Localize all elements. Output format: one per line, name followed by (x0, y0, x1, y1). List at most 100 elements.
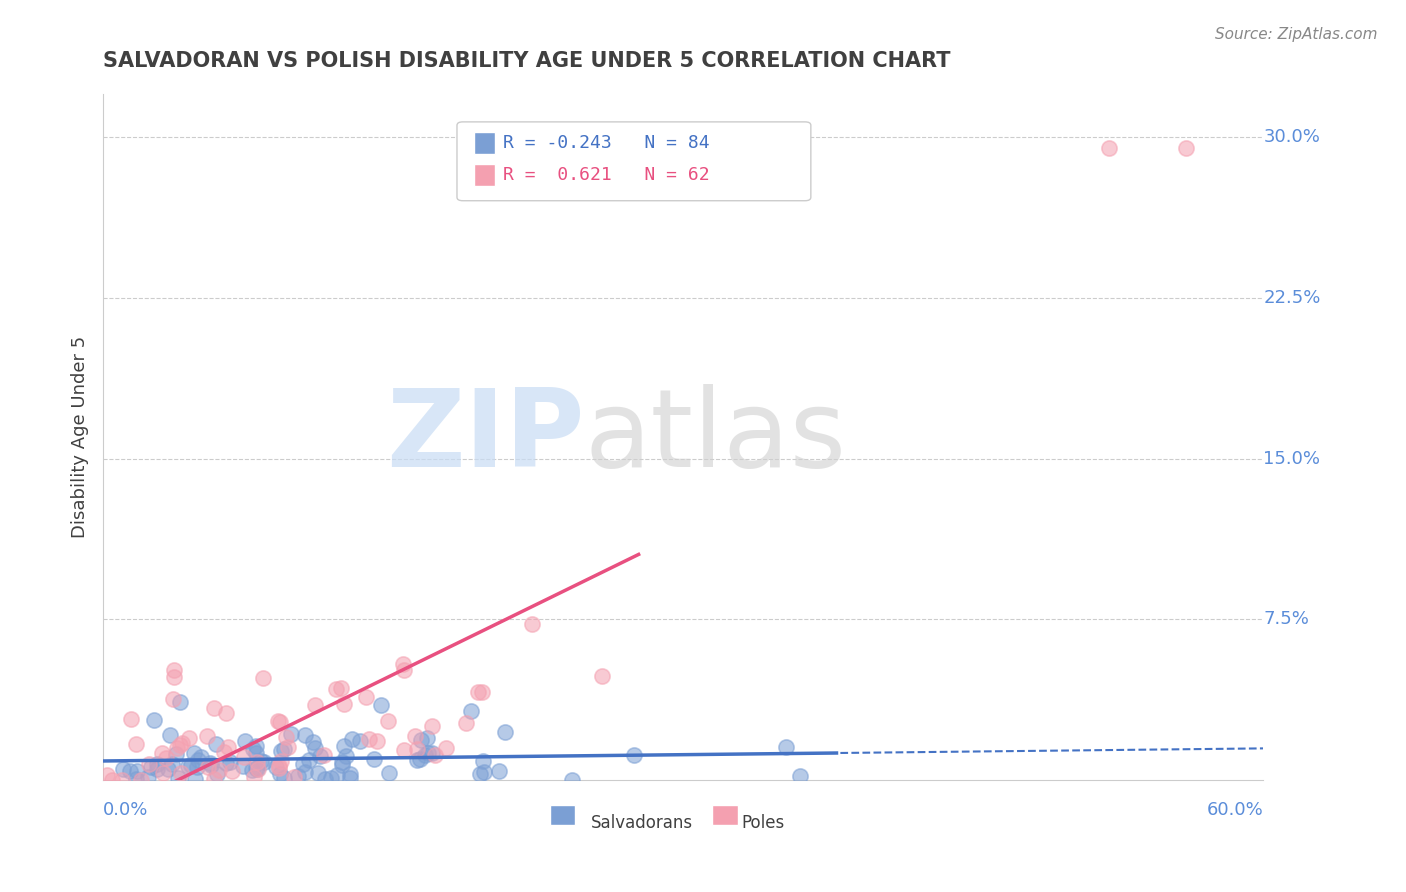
Point (270, 754, 292, 768)
Point (339, 771, 361, 785)
Point (359, 731, 381, 746)
Point (200, 757, 222, 772)
Point (202, 772, 225, 786)
Point (474, 765, 496, 780)
Point (163, 663, 186, 677)
Point (340, 731, 363, 746)
Point (294, 765, 316, 780)
Point (420, 746, 443, 760)
Text: Source: ZipAtlas.com: Source: ZipAtlas.com (1215, 27, 1378, 42)
Text: 15.0%: 15.0% (1264, 450, 1320, 467)
Point (101, 773, 124, 788)
Point (406, 753, 429, 767)
Point (221, 764, 243, 778)
Point (120, 712, 142, 726)
Point (167, 771, 190, 785)
Point (136, 770, 159, 784)
Point (405, 741, 427, 756)
Point (378, 765, 401, 780)
Point (309, 748, 332, 763)
Text: 30.0%: 30.0% (1264, 128, 1320, 146)
Point (467, 685, 489, 699)
Point (339, 766, 361, 780)
Point (287, 769, 309, 783)
Point (111, 762, 134, 776)
Point (180, 758, 202, 772)
Point (270, 744, 292, 758)
Point (454, 715, 477, 730)
Point (349, 733, 371, 747)
Y-axis label: Disability Age Under 5: Disability Age Under 5 (72, 336, 89, 539)
Point (312, 747, 335, 762)
Point (332, 756, 354, 770)
Point (775, 739, 797, 754)
Point (246, 762, 269, 776)
Point (280, 726, 302, 740)
Point (269, 766, 291, 780)
Point (118, 764, 141, 779)
Point (250, 754, 273, 768)
Point (170, 766, 193, 780)
Point (252, 671, 274, 685)
Point (294, 728, 316, 742)
Point (470, 685, 492, 699)
Point (472, 755, 495, 769)
Point (245, 761, 267, 775)
Point (162, 757, 184, 772)
Point (155, 751, 177, 765)
Text: 22.5%: 22.5% (1264, 289, 1320, 307)
Point (274, 730, 297, 744)
Point (789, 769, 811, 783)
Point (159, 728, 181, 742)
Point (394, 743, 416, 757)
Point (166, 740, 188, 755)
Point (269, 715, 291, 730)
Point (156, 763, 179, 777)
Point (183, 746, 205, 760)
Point (377, 714, 399, 728)
Point (404, 730, 426, 744)
Bar (474, 132, 495, 154)
Point (215, 706, 238, 720)
Point (561, 773, 583, 788)
Point (623, 748, 645, 763)
Point (177, 759, 200, 773)
Point (232, 758, 254, 772)
Text: 60.0%: 60.0% (1206, 801, 1264, 819)
Point (1175, 141, 1198, 155)
Point (129, 773, 152, 788)
Text: Salvadorans: Salvadorans (591, 814, 693, 832)
Point (233, 750, 256, 764)
Point (197, 760, 219, 774)
Text: R = -0.243   N = 84: R = -0.243 N = 84 (503, 134, 710, 153)
Point (184, 772, 207, 786)
Point (205, 766, 228, 780)
Point (366, 734, 388, 748)
Point (162, 692, 184, 706)
Point (460, 704, 482, 718)
Point (494, 725, 516, 739)
Point (170, 736, 193, 750)
Text: atlas: atlas (585, 384, 846, 491)
Point (163, 670, 186, 684)
Point (190, 750, 212, 764)
Point (125, 737, 148, 751)
Point (411, 732, 433, 747)
Point (142, 714, 165, 728)
Point (169, 695, 191, 709)
Point (330, 758, 353, 772)
Point (307, 765, 329, 780)
Point (233, 733, 256, 747)
Point (243, 770, 266, 784)
Point (165, 747, 187, 761)
Point (267, 714, 290, 729)
Point (177, 731, 200, 745)
Point (468, 766, 491, 780)
Point (363, 752, 385, 766)
Point (125, 772, 148, 786)
Point (418, 747, 440, 761)
Text: 0.0%: 0.0% (103, 801, 149, 819)
Point (146, 757, 169, 772)
Point (246, 763, 269, 777)
Bar (713, 805, 738, 824)
